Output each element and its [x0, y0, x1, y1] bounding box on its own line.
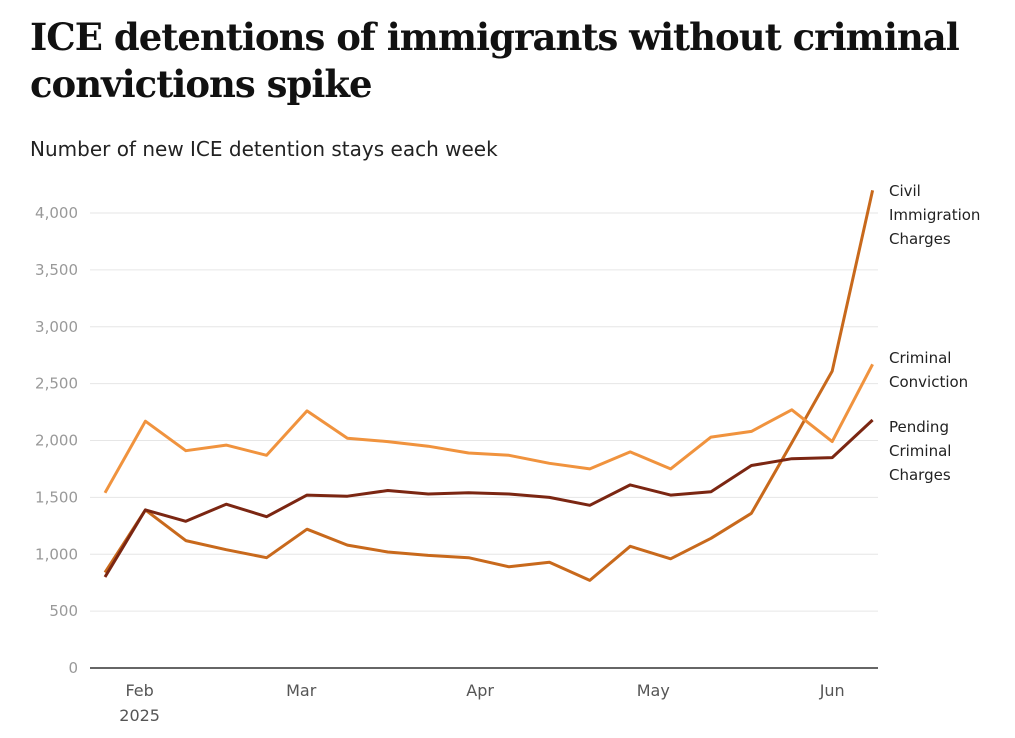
y-tick-label: 3,500 [35, 261, 78, 279]
series-label: Criminal Conviction [889, 349, 968, 391]
y-tick-label: 0 [68, 659, 78, 677]
y-tick-label: 3,000 [35, 318, 78, 336]
y-tick-label: 4,000 [35, 204, 78, 222]
y-tick-label: 500 [49, 602, 78, 620]
series-line [103, 418, 874, 578]
x-tick-label: Mar [286, 681, 317, 700]
y-tick-label: 1,500 [35, 488, 78, 506]
x-tick-label: Jun [819, 681, 845, 700]
chart-title: ICE detentions of immigrants without cri… [30, 15, 960, 106]
x-tick-label: May [637, 681, 670, 700]
chart-subtitle: Number of new ICE detention stays each w… [30, 137, 498, 161]
x-tick-sublabel: 2025 [119, 706, 160, 725]
y-tick-label: 2,500 [35, 375, 78, 393]
series-label: Pending Criminal Charges [889, 418, 951, 484]
x-tick-label: Apr [466, 681, 494, 700]
series-label: Civil Immigration Charges [889, 182, 980, 248]
x-tick-label: Feb [125, 681, 153, 700]
series-line [103, 363, 874, 494]
y-tick-label: 2,000 [35, 432, 78, 450]
series-line [103, 189, 875, 582]
y-tick-label: 1,000 [35, 545, 78, 563]
